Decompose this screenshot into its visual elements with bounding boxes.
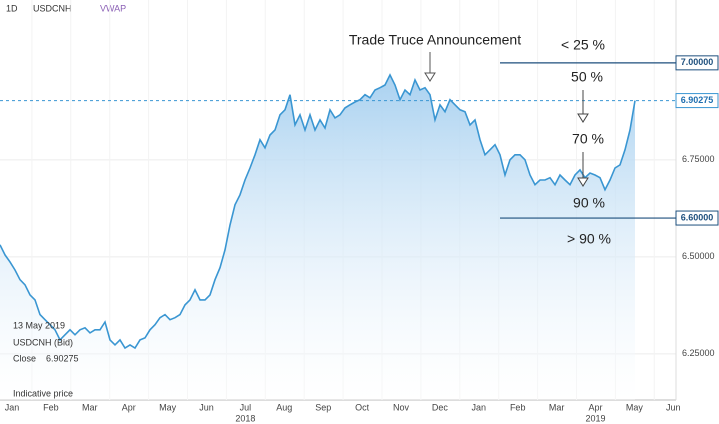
arrowhead xyxy=(577,113,589,123)
x-tick-label: Mar xyxy=(82,402,98,412)
x-tick-label: Jan xyxy=(5,402,20,412)
interval: 1D xyxy=(6,3,18,13)
line xyxy=(0,73,636,350)
x-tick-label: Aug xyxy=(276,402,292,412)
x-tick-label: May xyxy=(159,402,177,412)
tooltip-note: Indicative price xyxy=(13,388,73,398)
y-tick-label: 6.75000 xyxy=(682,154,715,164)
symbol: USDCNH xyxy=(33,3,72,13)
percent-label: 70 % xyxy=(572,131,604,147)
level-box xyxy=(675,55,719,71)
x-tick-label: Jul xyxy=(240,402,252,412)
level-box xyxy=(675,210,719,226)
x-group-label: 2018 xyxy=(235,413,255,423)
tooltip-symbol: USDCNH (Bid) xyxy=(13,337,73,347)
level-label: 6.60000 xyxy=(681,212,714,222)
x-tick-label: Feb xyxy=(43,402,59,412)
x-tick-label: Feb xyxy=(510,402,526,412)
arrowhead xyxy=(577,177,589,187)
percent-label: < 25 % xyxy=(561,37,605,53)
tooltip-close-label: Close xyxy=(13,353,36,363)
x-tick-label: Oct xyxy=(355,402,370,412)
tooltip-close: 6.90275 xyxy=(46,353,79,363)
x-tick-label: Jun xyxy=(199,402,214,412)
percent-label: 90 % xyxy=(573,195,605,211)
y-tick-label: 6.25000 xyxy=(682,348,715,358)
percent-label: > 90 % xyxy=(567,231,611,247)
level-label: 7.00000 xyxy=(681,57,714,67)
tooltip-date: 13 May 2019 xyxy=(13,320,65,330)
x-tick-label: Apr xyxy=(588,402,602,412)
area xyxy=(0,74,635,401)
x-tick-label: Dec xyxy=(432,402,449,412)
x-tick-label: Apr xyxy=(122,402,136,412)
y-tick-label: 6.50000 xyxy=(682,251,715,261)
last-value-label: 6.90275 xyxy=(681,95,714,105)
x-tick-label: Nov xyxy=(393,402,410,412)
last-value-box xyxy=(675,93,719,109)
x-tick-label: Jan xyxy=(472,402,487,412)
event-arrowhead xyxy=(424,72,436,82)
x-tick-label: May xyxy=(626,402,644,412)
x-group-label: 2019 xyxy=(585,413,605,423)
percent-label: 50 % xyxy=(571,69,603,85)
x-tick-label: Jun xyxy=(666,402,681,412)
x-tick-label: Mar xyxy=(549,402,565,412)
indicator: VWAP xyxy=(100,3,126,13)
x-tick-label: Sep xyxy=(315,402,331,412)
event-label: Trade Truce Announcement xyxy=(349,32,521,48)
